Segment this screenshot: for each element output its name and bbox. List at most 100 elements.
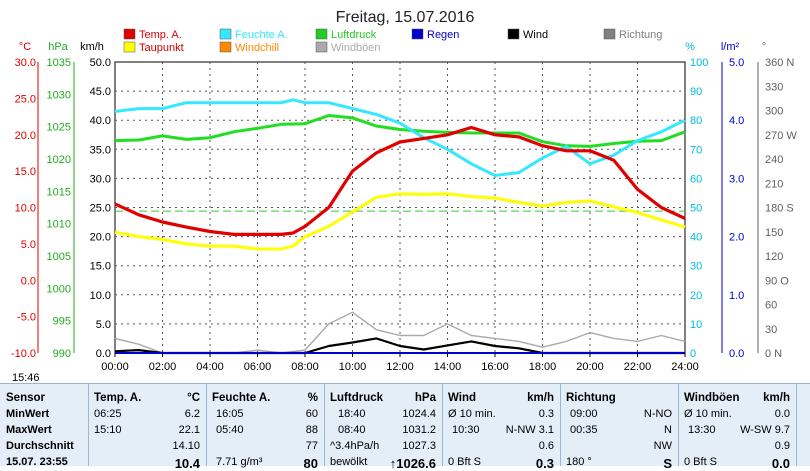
temp-current: 10.4 xyxy=(174,456,200,471)
gusts-max-time: 13:30 xyxy=(688,424,716,436)
pressure_hpa-tick-label: 1010 xyxy=(47,219,71,231)
humidity-current: 80 xyxy=(303,456,318,471)
row-label-column: Sensor MinWert MaxWert Durchschnitt 15.0… xyxy=(0,384,89,468)
gusts-max-value: W-SW 9.7 xyxy=(740,424,790,436)
wind_kmh-tick-label: 10.0 xyxy=(90,290,111,302)
pressure_hpa-tick-label: 1025 xyxy=(47,122,71,134)
direction-row2-time: 00:35 xyxy=(570,424,598,436)
humidity-header: Feuchte A. xyxy=(212,392,271,404)
rain-tick-label: 5.0 xyxy=(729,57,744,69)
pressure-column: Luftdruck hPa 18:40 1024.4 08:40 1031.2 … xyxy=(324,384,443,471)
pressure-min-time: 18:40 xyxy=(338,408,366,420)
wind_kmh-tick-label: 15.0 xyxy=(90,261,111,273)
direction-tick-label: 0 N xyxy=(765,348,782,360)
humidity_pct-tick-label: 0 xyxy=(690,348,696,360)
legend-swatch xyxy=(219,41,232,53)
direction-tick-label: 300 xyxy=(765,106,783,118)
temp_c-tick-label: 0.0 xyxy=(21,275,36,287)
x-tick-label: 14:00 xyxy=(434,361,462,373)
legend-label: Wind xyxy=(523,29,548,41)
rain-tick-label: 1.0 xyxy=(729,290,744,302)
wind-header: Wind xyxy=(448,392,476,404)
wind-10min-label: Ø 10 min. xyxy=(448,408,496,420)
legend-swatch xyxy=(219,28,232,40)
gusts-10min-value: 0.0 xyxy=(774,408,790,420)
series-line-luftdruck xyxy=(114,114,686,148)
row-label-current: 15.07. 23:55 xyxy=(6,456,68,468)
temp_c-tick-label: 15.0 xyxy=(15,166,36,178)
temp-header: Temp. A. xyxy=(94,392,142,404)
series-line-taupunkt xyxy=(114,192,686,251)
direction-degrees: 180 ° xyxy=(566,456,592,468)
rain-tick-label: 2.0 xyxy=(729,232,744,244)
x-tick-label: 04:00 xyxy=(196,361,224,373)
wind-axis-unit: km/h xyxy=(80,41,104,53)
wind-10min-value: 0.3 xyxy=(538,408,554,420)
pressure_hpa-tick-label: 1035 xyxy=(47,57,71,69)
rain-axis-unit: l/m² xyxy=(721,41,740,53)
plot-area xyxy=(114,61,686,355)
legend-label: Luftdruck xyxy=(331,29,377,41)
rain-tick-label: 4.0 xyxy=(729,115,744,127)
pressure-current-value: 1026.6 xyxy=(396,456,436,471)
legend-label: Windchill xyxy=(235,42,279,54)
wind_kmh-tick-label: 45.0 xyxy=(90,86,111,98)
legend-swatch xyxy=(315,41,328,53)
direction-tick-label: 180 S xyxy=(765,203,794,215)
status-time: 15:46 xyxy=(12,372,40,383)
pressure_hpa-tick-label: 1015 xyxy=(47,186,71,198)
pressure-max-time: 08:40 xyxy=(338,424,366,436)
humidity_pct-tick-label: 30 xyxy=(690,261,702,273)
chart-title: Freitag, 15.07.2016 xyxy=(336,9,475,26)
pressure-axis-unit: hPa xyxy=(48,41,68,53)
axis-headers: °C hPa km/h % l/m² ° xyxy=(19,41,766,53)
wind_kmh-tick-label: 40.0 xyxy=(90,115,111,127)
wind_kmh-tick-label: 5.0 xyxy=(96,319,111,331)
temp_c-tick-label: 20.0 xyxy=(15,130,36,142)
x-tick-label: 06:00 xyxy=(244,361,272,373)
wind-max-value: N-NW 3.1 xyxy=(505,424,554,436)
humidity-abs: 7.71 g/m³ xyxy=(216,456,263,468)
legend-swatch xyxy=(315,28,328,40)
rain-tick-label: 0.0 xyxy=(729,348,744,360)
temp-min-time: 06:25 xyxy=(94,408,122,420)
pressure-max-value: 1031.2 xyxy=(402,424,436,436)
direction-tick-label: 240 xyxy=(765,154,783,166)
pressure_hpa-tick-label: 1020 xyxy=(47,154,71,166)
humidity_pct-tick-label: 50 xyxy=(690,203,702,215)
x-tick-label: 00:00 xyxy=(101,361,129,373)
pressure-trend: ^3.4hPa/h xyxy=(330,440,380,452)
legend-label: Temp. A. xyxy=(139,29,182,41)
pressure_hpa-tick-label: 990 xyxy=(53,348,71,360)
pressure-current: ↑1026.6 xyxy=(390,456,436,471)
wind-current: 0.3 xyxy=(535,456,554,471)
humidity-min-time: 16:05 xyxy=(216,408,244,420)
gusts-current: 0.0 xyxy=(771,456,790,471)
pressure-trend-arrow-icon: ↑ xyxy=(389,456,397,471)
x-tick-label: 20:00 xyxy=(576,361,604,373)
temp-axis-unit: °C xyxy=(19,41,31,53)
row-label-sensor: Sensor xyxy=(6,392,45,404)
direction-header: Richtung xyxy=(566,392,616,404)
direction-tick-label: 330 xyxy=(765,81,783,93)
pressure_hpa-tick-label: 995 xyxy=(53,316,71,328)
gusts-header: Windböen xyxy=(684,392,740,404)
temp_c-tick-label: 10.0 xyxy=(15,203,36,215)
humidity-unit: % xyxy=(307,392,318,404)
temp-max-time: 15:10 xyxy=(94,424,122,436)
gusts-column: Windböen km/h Ø 10 min. 0.0 13:30 W-SW 9… xyxy=(678,384,797,471)
humidity_pct-tick-label: 40 xyxy=(690,232,702,244)
wind-column: Wind km/h Ø 10 min. 0.3 10:30 N-NW 3.1 0… xyxy=(442,384,561,471)
humidity_pct-tick-label: 10 xyxy=(690,319,702,331)
direction-tick-label: 60 xyxy=(765,300,777,312)
legend-swatch xyxy=(123,28,136,40)
gusts-bft: 0 Bft S xyxy=(684,456,718,468)
pressure_hpa-tick-label: 1005 xyxy=(47,251,71,263)
series-line-temp-a xyxy=(114,125,686,236)
gusts-10min-label: Ø 10 min. xyxy=(684,408,732,420)
pressure-forecast: bewölkt xyxy=(330,456,368,468)
temp_c-tick-label: -5.0 xyxy=(17,312,36,324)
humidity-max-value: 88 xyxy=(305,424,318,436)
x-tick-label: 08:00 xyxy=(291,361,319,373)
wind-unit: km/h xyxy=(527,392,554,404)
